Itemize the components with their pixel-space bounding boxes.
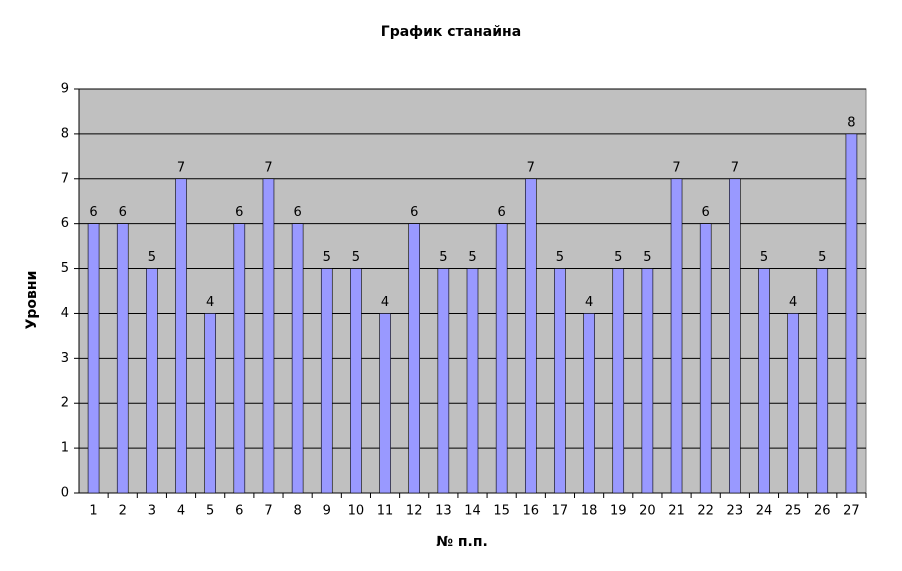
y-axis-label: Уровни [24, 271, 40, 330]
x-tick-label: 24 [756, 504, 773, 519]
x-tick-label: 23 [727, 504, 744, 519]
x-tick-label: 21 [668, 504, 685, 519]
data-label: 5 [439, 250, 447, 265]
x-tick-label: 14 [464, 504, 481, 519]
x-tick-label: 6 [235, 504, 243, 519]
bar [729, 178, 741, 494]
data-label: 6 [89, 205, 97, 220]
data-label: 7 [264, 160, 272, 175]
bar [495, 223, 508, 494]
y-tick-label: 4 [61, 306, 69, 321]
x-tick-label: 19 [610, 504, 627, 519]
x-tick-label: 20 [639, 504, 656, 519]
x-tick-label: 1 [89, 504, 97, 519]
bar [583, 313, 595, 494]
bar [320, 268, 333, 494]
bar [350, 268, 362, 494]
data-label: 4 [789, 295, 797, 310]
y-tick-label: 7 [61, 171, 69, 186]
bar [787, 313, 799, 494]
x-tick-label: 15 [493, 504, 510, 519]
x-tick-label: 22 [697, 504, 714, 519]
y-tick-label: 9 [61, 82, 69, 97]
bar [437, 268, 450, 494]
bar [466, 268, 479, 494]
bar [524, 178, 537, 494]
x-tick-label: 25 [785, 504, 802, 519]
bar [204, 313, 216, 494]
x-tick-label: 27 [843, 504, 860, 519]
bar [233, 223, 246, 494]
x-tick-label: 8 [293, 504, 301, 519]
data-label: 5 [468, 250, 476, 265]
data-label: 4 [585, 295, 593, 310]
data-label: 6 [410, 205, 418, 220]
x-axis-label: № п.п. [436, 534, 488, 550]
data-label: 7 [177, 160, 185, 175]
x-tick-label: 9 [323, 504, 331, 519]
y-tick-label: 0 [61, 486, 69, 501]
y-tick-label: 2 [61, 396, 69, 411]
data-label: 4 [206, 295, 214, 310]
bar [670, 178, 683, 494]
bar [641, 268, 654, 494]
data-label: 7 [731, 160, 739, 175]
bar [816, 268, 829, 494]
data-label: 7 [672, 160, 680, 175]
data-label: 5 [148, 250, 156, 265]
x-tick-label: 16 [523, 504, 540, 519]
x-tick-label: 5 [206, 504, 214, 519]
data-label: 5 [760, 250, 768, 265]
data-label: 5 [352, 250, 360, 265]
data-label: 6 [498, 205, 506, 220]
data-label: 8 [847, 115, 855, 130]
x-tick-label: 12 [406, 504, 423, 519]
data-label: 5 [614, 250, 622, 265]
bar [87, 223, 100, 494]
data-label: 5 [818, 250, 826, 265]
x-tick-label: 26 [814, 504, 831, 519]
bar [699, 223, 712, 494]
bar [408, 223, 421, 494]
data-label: 6 [235, 205, 243, 220]
y-tick-label: 5 [61, 261, 69, 276]
x-tick-label: 10 [348, 504, 365, 519]
bar [175, 178, 187, 494]
data-label: 6 [293, 205, 301, 220]
data-label: 5 [556, 250, 564, 265]
data-label: 5 [643, 250, 651, 265]
x-tick-label: 7 [264, 504, 272, 519]
bar [758, 268, 770, 494]
x-tick-label: 3 [148, 504, 156, 519]
x-tick-label: 2 [119, 504, 127, 519]
data-label: 7 [527, 160, 535, 175]
y-tick-label: 6 [61, 216, 69, 231]
bar [379, 313, 391, 494]
x-tick-label: 4 [177, 504, 185, 519]
y-tick-label: 3 [61, 351, 69, 366]
data-label: 6 [119, 205, 127, 220]
bar [554, 268, 566, 494]
bar [612, 268, 625, 494]
y-tick-label: 8 [61, 126, 69, 141]
x-tick-label: 17 [552, 504, 569, 519]
bar [146, 268, 158, 494]
chart-title: График станайна [381, 24, 521, 40]
bar [262, 178, 275, 494]
bar [116, 223, 129, 494]
bar [291, 223, 304, 494]
x-tick-label: 13 [435, 504, 452, 519]
x-tick-label: 11 [377, 504, 394, 519]
bar [845, 133, 858, 494]
data-label: 4 [381, 295, 389, 310]
x-tick-label: 18 [581, 504, 598, 519]
data-label: 5 [323, 250, 331, 265]
y-tick-label: 1 [61, 441, 69, 456]
data-label: 6 [702, 205, 710, 220]
